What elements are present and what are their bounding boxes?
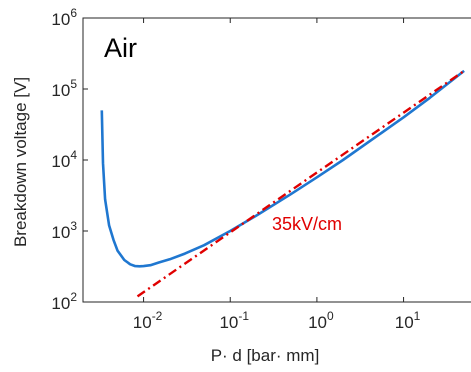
y-axis-label: Breakdown voltage [V] [11, 77, 30, 247]
plot-lines [100, 69, 465, 298]
y-tick-label: 106 [51, 6, 77, 29]
y-tick-label: 103 [51, 219, 77, 242]
y-tick-label: 105 [51, 77, 77, 100]
x-tick-label: 10-2 [133, 309, 163, 332]
axis-ticks [83, 17, 405, 303]
x-axis-label: P· d [bar· mm] [211, 346, 320, 365]
axes-frame [82, 17, 471, 303]
slope-annotation: 35kV/cm [272, 214, 342, 234]
y-tick-label: 102 [51, 290, 77, 313]
x-tick-label: 100 [308, 309, 334, 332]
y-tick-label: 104 [51, 148, 77, 171]
axis-tick-labels: 10-2 10-1 100 101 102 103 104 105 106 [51, 6, 420, 332]
x-tick-label: 101 [395, 309, 421, 332]
x-tick-label: 10-1 [219, 309, 249, 332]
linear-field-reference-line [136, 69, 465, 298]
panel-label: Air [104, 33, 137, 63]
breakdown-curve-line [100, 69, 465, 268]
